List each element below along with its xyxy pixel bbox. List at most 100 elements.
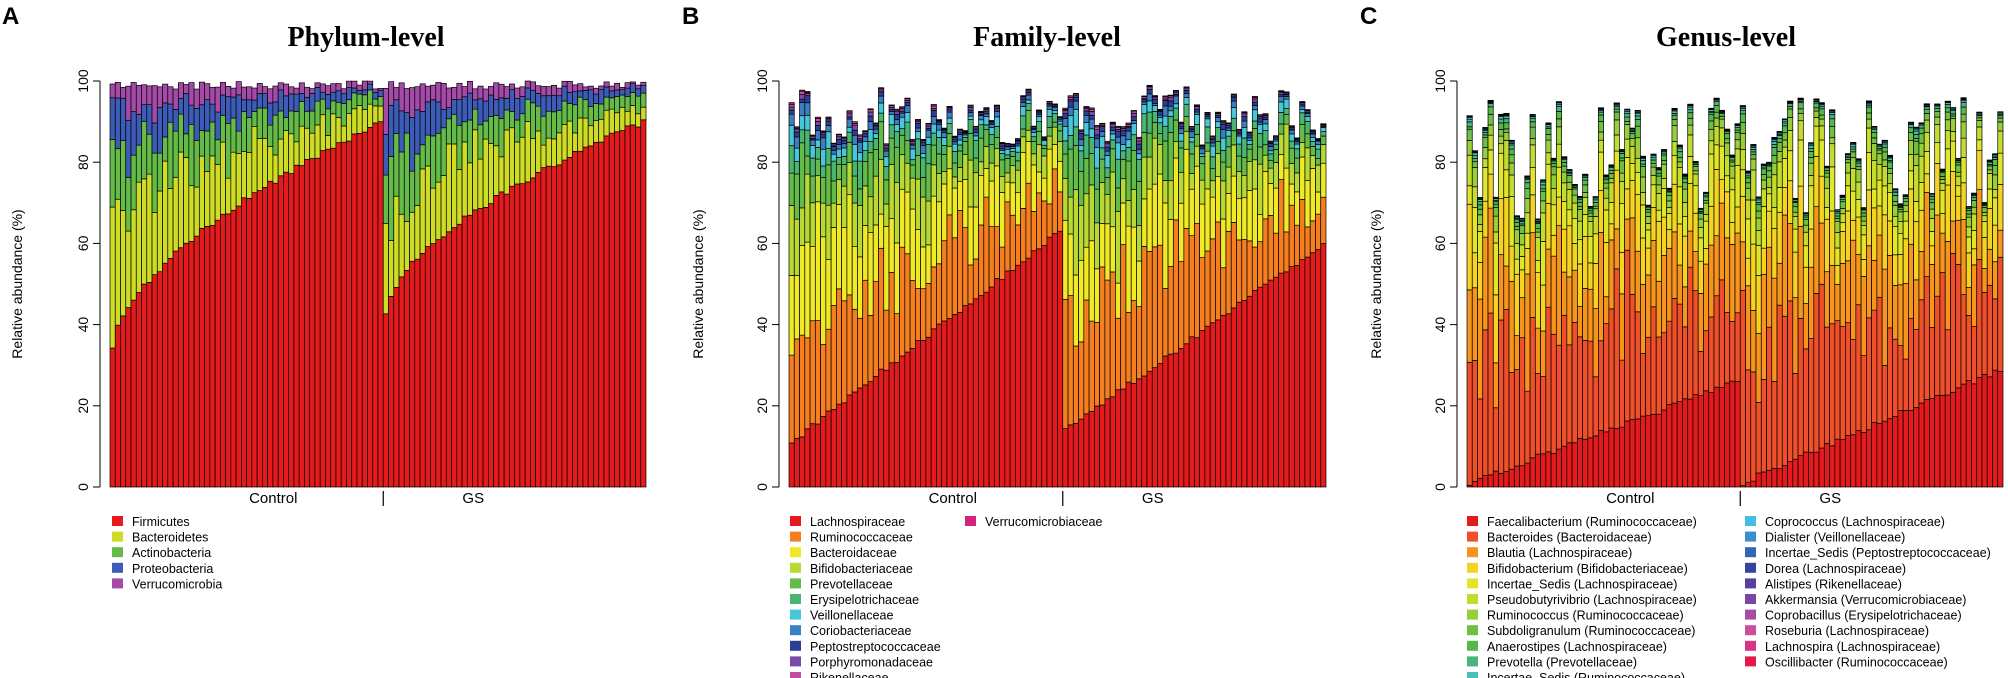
bar-segment — [1257, 286, 1264, 488]
bar-segment — [1183, 103, 1190, 117]
bar-segment — [1976, 376, 1983, 488]
bar-segment — [1550, 333, 1557, 454]
bar-segment — [204, 99, 211, 132]
bar-segment — [825, 164, 832, 206]
bar-segment — [1109, 139, 1116, 150]
bar-segment — [904, 102, 911, 106]
bar-segment — [1466, 126, 1473, 130]
bar-segment — [1099, 147, 1106, 160]
bar-segment — [857, 317, 864, 389]
bar-segment — [1640, 163, 1647, 167]
bar-segment — [524, 80, 531, 89]
bar-segment — [1944, 104, 1951, 109]
bar-segment — [1267, 160, 1274, 169]
bar-segment — [862, 150, 869, 162]
bar-segment — [1603, 323, 1610, 433]
bar-segment — [535, 105, 542, 132]
y-tick-label: 0 — [754, 483, 770, 491]
bar-segment — [1241, 239, 1248, 301]
bar-segment — [514, 141, 521, 185]
bar-segment — [1251, 290, 1258, 488]
bar-segment — [1576, 206, 1583, 210]
bar-segment — [1167, 110, 1174, 117]
bar-segment — [1009, 182, 1016, 216]
bar-segment — [1230, 100, 1237, 108]
bar-segment — [535, 171, 542, 488]
bar-segment — [1629, 163, 1636, 181]
bar-segment — [1776, 187, 1783, 213]
bar-segment — [1167, 96, 1174, 102]
bar-segment — [1194, 111, 1200, 115]
bar-segment — [1020, 261, 1027, 488]
bar-segment — [825, 125, 832, 133]
bar-segment — [309, 158, 316, 488]
bar-segment — [235, 130, 242, 155]
bar-segment — [1209, 142, 1216, 147]
bar-segment — [1099, 223, 1106, 268]
bar-segment — [1162, 115, 1169, 127]
bar-segment — [1955, 387, 1962, 488]
bar-segment — [1315, 249, 1322, 488]
bar-segment — [451, 227, 458, 488]
bar-segment — [1913, 134, 1920, 139]
bar-segment — [1304, 113, 1311, 117]
bar-segment — [1913, 329, 1920, 408]
bar-segment — [888, 137, 895, 165]
bar-segment — [477, 158, 484, 209]
bar-segment — [183, 93, 190, 135]
bar-segment — [162, 102, 169, 138]
bar-segment — [983, 145, 990, 169]
bar-segment — [1923, 276, 1930, 400]
bar-segment — [1750, 199, 1757, 245]
bar-segment — [988, 226, 995, 288]
bar-segment — [1823, 218, 1830, 273]
bar-segment — [1093, 222, 1100, 270]
bar-segment — [888, 362, 895, 488]
bar-segment — [1802, 216, 1809, 220]
bar-segment — [1109, 133, 1116, 141]
bar-segment — [335, 101, 342, 118]
bar-segment — [1850, 151, 1857, 159]
bar-segment — [1078, 138, 1085, 146]
bar-segment — [519, 136, 526, 185]
bar-segment — [1608, 169, 1615, 174]
bar-segment — [999, 159, 1006, 177]
bar-segment — [1808, 162, 1815, 176]
bar-segment — [461, 141, 468, 217]
bar-segment — [1792, 215, 1799, 230]
bar-segment — [1739, 149, 1746, 171]
bar-segment — [572, 104, 579, 134]
bar-segment — [1697, 218, 1704, 228]
bar-segment — [1671, 114, 1678, 120]
bar-segment — [1844, 210, 1851, 262]
bar-segment — [1309, 155, 1316, 169]
bar-segment — [1587, 212, 1594, 217]
bar-segment — [967, 133, 974, 161]
bar-segment — [1220, 123, 1227, 130]
bar-segment — [1315, 164, 1322, 193]
bar-segment — [930, 116, 937, 125]
bar-segment — [1897, 233, 1904, 255]
bar-segment — [593, 141, 600, 488]
bar-segment — [1188, 136, 1195, 143]
bar-segment — [1797, 102, 1804, 110]
bar-segment — [1083, 134, 1090, 159]
bar-segment — [814, 118, 821, 122]
legend-label: Prevotellaceae — [810, 577, 893, 591]
bar-segment — [1976, 189, 1983, 260]
y-tick-label: 40 — [1432, 317, 1448, 333]
bar-segment — [1508, 174, 1515, 197]
bar-segment — [1981, 215, 1988, 222]
bar-segment — [256, 93, 263, 109]
bar-segment — [1766, 165, 1773, 172]
bar-segment — [1529, 126, 1536, 139]
bar-segment — [351, 108, 358, 135]
bar-segment — [1062, 219, 1069, 300]
bar-segment — [1109, 126, 1116, 131]
bar-segment — [951, 141, 958, 145]
bar-segment — [1204, 112, 1211, 114]
bar-segment — [1204, 325, 1211, 488]
bar-segment — [1666, 195, 1673, 202]
bar-segment — [888, 111, 895, 115]
bar-segment — [1299, 112, 1306, 125]
